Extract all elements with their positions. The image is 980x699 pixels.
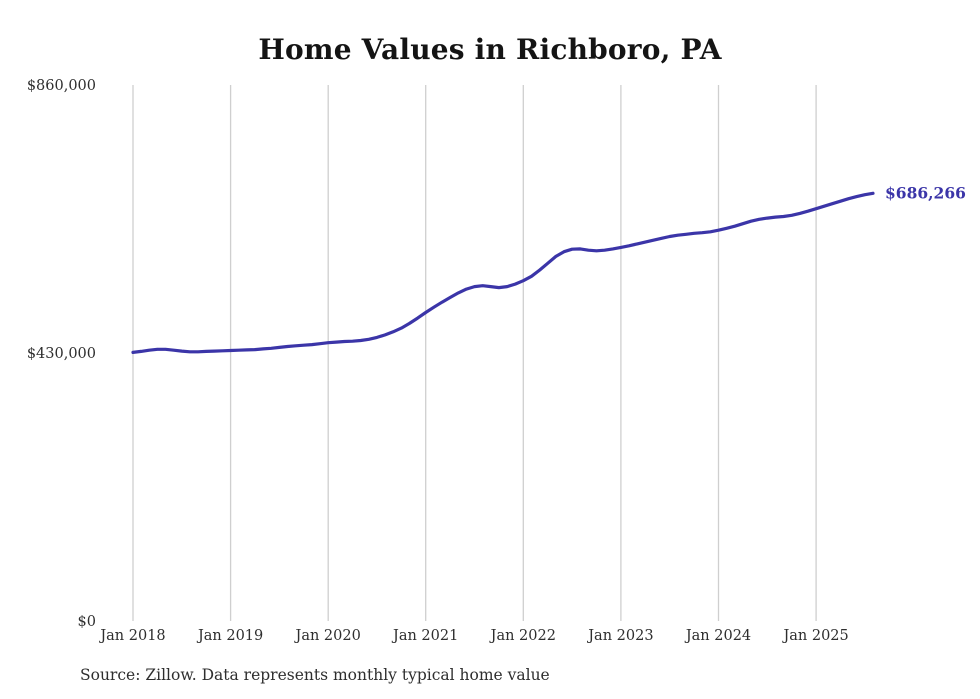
chart-title: Home Values in Richboro, PA <box>258 33 722 66</box>
y-tick-label: $430,000 <box>27 346 96 362</box>
value-line <box>131 191 875 354</box>
y-tick-label: $860,000 <box>27 78 96 94</box>
gridlines <box>132 85 817 621</box>
y-axis-labels: $860,000 $430,000 $0 <box>27 78 96 630</box>
x-tick-label: Jan 2021 <box>391 628 458 644</box>
x-tick-label: Jan 2018 <box>98 628 165 644</box>
x-tick-label: Jan 2025 <box>781 628 848 644</box>
source-note: Source: Zillow. Data represents monthly … <box>80 666 550 684</box>
x-tick-label: Jan 2024 <box>684 628 751 644</box>
x-tick-label: Jan 2019 <box>196 628 263 644</box>
end-value-label: $686,266 <box>885 183 966 202</box>
x-axis-labels: Jan 2018 Jan 2019 Jan 2020 Jan 2021 Jan 2022… <box>98 628 848 644</box>
x-tick-label: Jan 2022 <box>489 628 556 644</box>
x-tick-label: Jan 2023 <box>586 628 653 644</box>
y-tick-label: $0 <box>78 614 96 630</box>
x-tick-label: Jan 2020 <box>294 628 361 644</box>
